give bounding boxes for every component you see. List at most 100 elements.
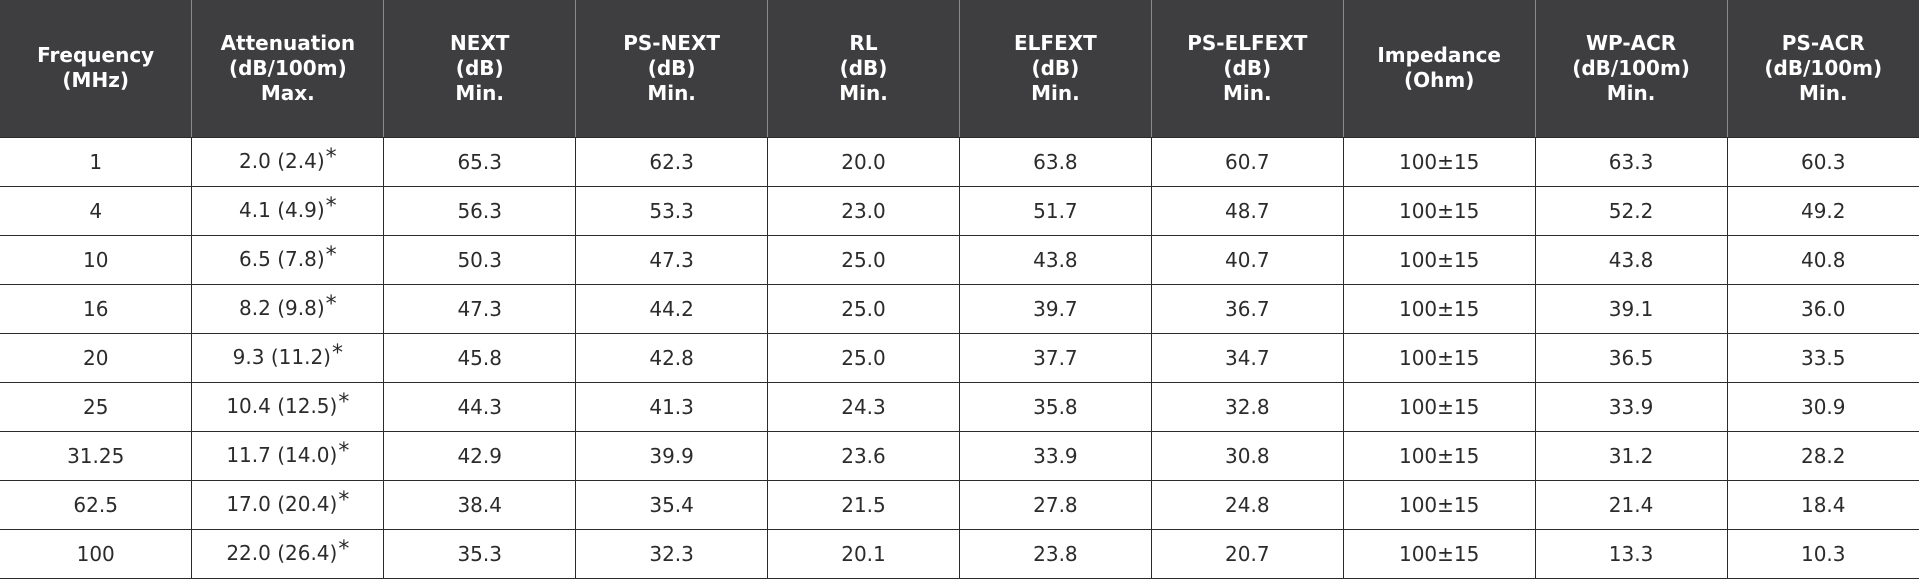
cell-value: 25.0	[841, 345, 886, 370]
wp-acr-cell: 39.1	[1534, 283, 1728, 334]
header-line: Min.	[1222, 80, 1272, 105]
cell-value: 17.0 (20.4)	[226, 492, 338, 516]
header-line: Min.	[1606, 80, 1656, 105]
cell-value: 18.4	[1800, 492, 1846, 517]
cell-value: 51.7	[1033, 198, 1078, 223]
wp-acr-cell: 63.3	[1534, 136, 1728, 187]
header-line: Frequency	[37, 43, 155, 68]
cell-value: 10.3	[1800, 541, 1846, 566]
impedance-cell: 100±15	[1342, 381, 1536, 432]
ps-elfext-cell: 40.7	[1150, 234, 1344, 285]
cell-value: 60.3	[1800, 149, 1846, 174]
cell-value: 30.8	[1225, 443, 1270, 468]
cell-value: 100±15	[1398, 296, 1480, 321]
cell-value: 4	[89, 198, 103, 223]
cell-value: 39.1	[1608, 296, 1654, 321]
rl-cell: 25.0	[767, 283, 960, 334]
attenuation-cell: 17.0 (20.4)*	[191, 479, 385, 530]
ps-acr-cell: 10.3	[1726, 528, 1919, 579]
cell-value: 48.7	[1225, 198, 1270, 223]
cell-value: 25	[82, 394, 109, 419]
cell-value: 65.3	[457, 149, 502, 174]
header-line: (dB/100m)	[228, 55, 347, 80]
cell-value: 34.7	[1225, 345, 1270, 370]
ps-next-cell: 41.3	[575, 381, 769, 432]
header-line: Attenuation	[220, 30, 356, 55]
elfext-cell: 43.8	[958, 234, 1152, 285]
cell-value: 62.3	[649, 149, 694, 174]
attenuation-cell: 9.3 (11.2)*	[191, 332, 385, 383]
wp-acr-cell: 52.2	[1534, 185, 1728, 236]
header-line: PS-NEXT	[623, 30, 721, 55]
header-row: Frequency (MHz) Attenuation (dB/100m) Max. NE…	[0, 0, 1919, 138]
rl-cell: 20.1	[767, 528, 960, 579]
ps-acr-cell: 49.2	[1726, 185, 1919, 236]
next-cell: 47.3	[383, 283, 577, 334]
cell-value: 35.8	[1033, 394, 1078, 419]
cell-value: 100±15	[1398, 149, 1480, 174]
cell-value: 25.0	[841, 247, 886, 272]
table-row: 1 2.0 (2.4)* 65.3 62.3 20.0 63.8 60.7 100±15 63.…	[0, 136, 1919, 187]
cell-value: 33.5	[1800, 345, 1846, 370]
cell-value: 22.0 (26.4)	[226, 541, 338, 565]
cell-value: 42.8	[649, 345, 694, 370]
header-attenuation: Attenuation (dB/100m) Max.	[191, 0, 385, 138]
frequency-cell: 16	[0, 283, 193, 334]
cell-value: 100±15	[1398, 394, 1480, 419]
asterisk-mark: *	[338, 439, 350, 464]
asterisk-mark: *	[325, 145, 337, 170]
ps-next-cell: 32.3	[575, 528, 769, 579]
next-cell: 44.3	[383, 381, 577, 432]
cell-value: 21.4	[1608, 492, 1654, 517]
ps-acr-cell: 30.9	[1726, 381, 1919, 432]
header-impedance: Impedance (Ohm)	[1343, 0, 1536, 138]
elfext-cell: 27.8	[958, 479, 1152, 530]
elfext-cell: 33.9	[958, 430, 1152, 481]
cell-value: 100±15	[1398, 345, 1480, 370]
elfext-cell: 37.7	[958, 332, 1152, 383]
ps-next-cell: 53.3	[575, 185, 769, 236]
frequency-cell: 100	[0, 528, 193, 579]
impedance-cell: 100±15	[1342, 332, 1536, 383]
cell-value: 49.2	[1800, 198, 1846, 223]
ps-acr-cell: 36.0	[1726, 283, 1919, 334]
cell-value: 9.3 (11.2)	[232, 345, 331, 369]
header-line: NEXT	[449, 30, 510, 55]
cell-value: 10.4 (12.5)	[226, 394, 338, 418]
ps-elfext-cell: 60.7	[1150, 136, 1344, 187]
header-line: Min.	[1798, 80, 1848, 105]
ps-elfext-cell: 34.7	[1150, 332, 1344, 383]
cell-value: 10	[82, 247, 109, 272]
rl-cell: 24.3	[767, 381, 960, 432]
table-row: 25 10.4 (12.5)* 44.3 41.3 24.3 35.8 32.8 100±15…	[0, 381, 1919, 432]
cell-value: 100±15	[1398, 541, 1480, 566]
cell-value: 63.3	[1608, 149, 1654, 174]
header-line: Min.	[1031, 80, 1080, 105]
impedance-cell: 100±15	[1342, 185, 1536, 236]
cell-value: 39.9	[649, 443, 694, 468]
rl-cell: 20.0	[767, 136, 960, 187]
elfext-cell: 35.8	[958, 381, 1152, 432]
impedance-cell: 100±15	[1342, 234, 1536, 285]
rl-cell: 21.5	[767, 479, 960, 530]
cell-value: 60.7	[1225, 149, 1270, 174]
rl-cell: 25.0	[767, 332, 960, 383]
cell-value: 100±15	[1398, 247, 1480, 272]
next-cell: 35.3	[383, 528, 577, 579]
ps-acr-cell: 40.8	[1726, 234, 1919, 285]
cell-value: 1	[89, 149, 103, 174]
wp-acr-cell: 43.8	[1534, 234, 1728, 285]
ps-elfext-cell: 20.7	[1150, 528, 1344, 579]
next-cell: 50.3	[383, 234, 577, 285]
header-line: (dB/100m)	[1764, 55, 1883, 80]
attenuation-cell: 22.0 (26.4)*	[191, 528, 385, 579]
cell-value: 56.3	[457, 198, 502, 223]
impedance-cell: 100±15	[1342, 136, 1536, 187]
header-wp-acr: WP-ACR (dB/100m) Min.	[1535, 0, 1728, 138]
ps-elfext-cell: 36.7	[1150, 283, 1344, 334]
header-line: (dB)	[1031, 55, 1080, 80]
table-row: 100 22.0 (26.4)* 35.3 32.3 20.1 23.8 20.7 100±1…	[0, 528, 1919, 579]
next-cell: 56.3	[383, 185, 577, 236]
ps-next-cell: 39.9	[575, 430, 769, 481]
